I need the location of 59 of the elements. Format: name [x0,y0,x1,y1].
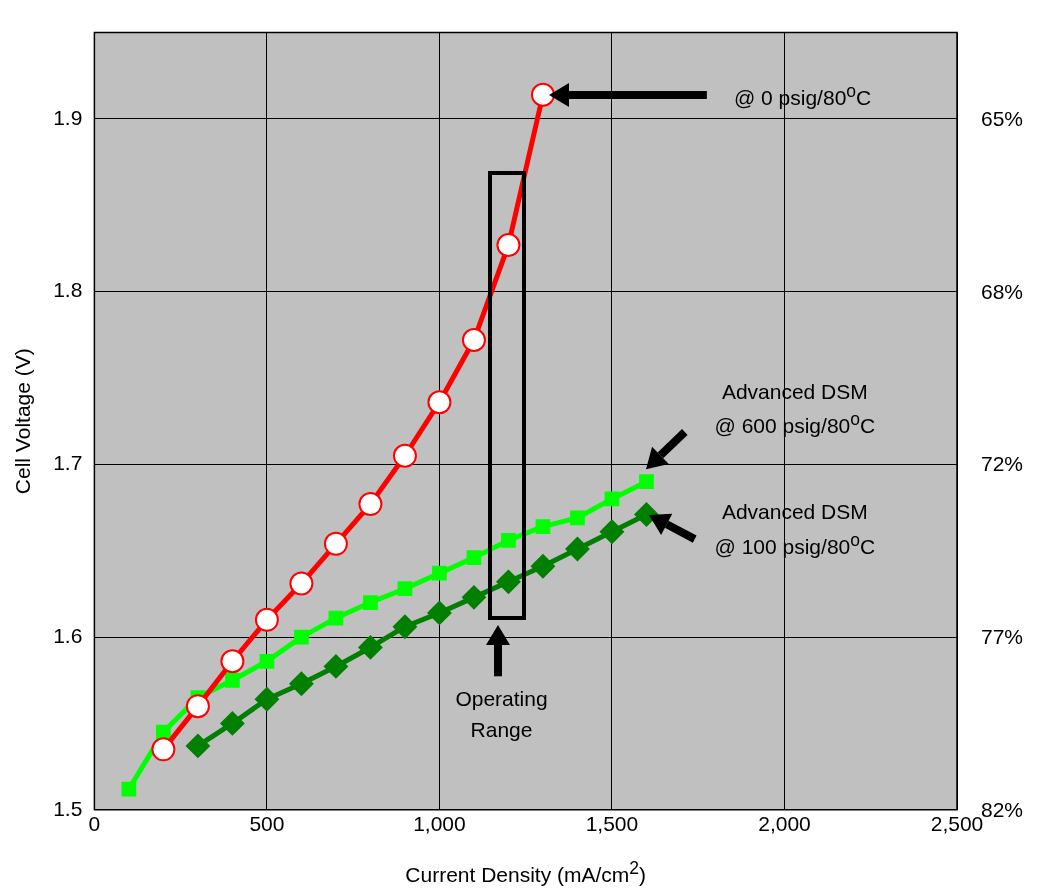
x-axis-title: Current Density (mA/cm$^{2}$) [405,857,647,887]
point [599,519,624,544]
y-tick-label: 1.7 [53,451,83,475]
point [392,443,417,468]
y-tick-label: 1.5 [53,796,83,820]
point [427,600,452,625]
annotation: Operating Range [455,685,548,743]
x-tick-label: 1,000 [413,812,466,836]
point [294,629,309,645]
point [363,595,378,610]
point [254,607,279,632]
point [289,571,314,596]
point [570,510,585,526]
point [466,550,482,566]
point [289,671,314,696]
point [530,82,555,107]
point [156,724,171,740]
point [432,565,447,581]
point [323,654,348,679]
x-tick-label: 0 [88,812,101,836]
point [461,328,486,353]
point [220,649,245,674]
point [254,687,279,712]
point [496,233,521,258]
point [535,519,551,534]
y-axis-title: Cell Voltage (V) [11,348,35,495]
y-tick-label: 1.9 [53,105,83,129]
point [427,390,452,415]
point [121,781,137,797]
x-tick-label: 2,000 [758,812,811,836]
point [461,585,486,610]
point [220,711,245,736]
point [151,737,176,762]
text: 77% [980,623,1024,650]
point [392,614,417,639]
y-tick-label: 1.6 [53,623,83,647]
text: 72% [980,451,1024,478]
x-tick-label: 500 [249,812,285,836]
point [604,491,620,507]
point [397,581,413,597]
point [501,533,516,548]
point [225,672,240,688]
text: 68% [980,278,1024,305]
point [259,653,275,669]
point [358,492,383,517]
point [185,694,210,719]
x-tick-label: 1,500 [585,812,639,836]
point [639,474,654,490]
point [565,537,590,562]
point [496,569,521,594]
text: 82% [981,796,1024,821]
point [185,733,210,758]
y-tick-label: 1.8 [53,278,83,302]
point [530,554,555,579]
point [634,502,659,527]
point [323,531,348,556]
text: 65% [980,105,1024,132]
point [358,635,383,660]
point [328,610,344,626]
